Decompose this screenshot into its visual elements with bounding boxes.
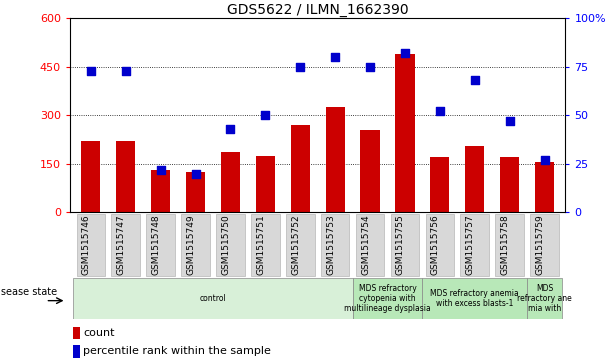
Bar [186, 172, 205, 212]
FancyBboxPatch shape [321, 214, 350, 276]
Point [400, 50, 410, 56]
Text: MDS refractory anemia
with excess blasts-1: MDS refractory anemia with excess blasts… [430, 289, 519, 308]
Bar [353, 278, 423, 319]
Bar [291, 125, 310, 212]
Text: GSM1515756: GSM1515756 [431, 214, 440, 275]
FancyBboxPatch shape [181, 214, 210, 276]
Bar [423, 278, 527, 319]
FancyBboxPatch shape [356, 214, 384, 276]
Text: GSM1515759: GSM1515759 [536, 214, 545, 275]
Point [86, 68, 95, 73]
Text: GSM1515746: GSM1515746 [82, 214, 91, 275]
Text: MDS refractory
cytopenia with
multilineage dysplasia: MDS refractory cytopenia with multilinea… [344, 284, 431, 314]
Text: GSM1515747: GSM1515747 [117, 214, 126, 275]
Text: control: control [199, 294, 226, 303]
Text: GSM1515751: GSM1515751 [257, 214, 265, 275]
Title: GDS5622 / ILMN_1662390: GDS5622 / ILMN_1662390 [227, 3, 409, 17]
Bar [395, 54, 415, 212]
Text: GSM1515754: GSM1515754 [361, 214, 370, 275]
Point [470, 77, 480, 83]
Point [226, 126, 235, 132]
Point [295, 64, 305, 70]
Text: GSM1515748: GSM1515748 [151, 214, 161, 275]
Text: GSM1515749: GSM1515749 [187, 214, 196, 275]
Point [330, 54, 340, 60]
Text: GSM1515755: GSM1515755 [396, 214, 405, 275]
FancyBboxPatch shape [77, 214, 105, 276]
Text: GSM1515750: GSM1515750 [221, 214, 230, 275]
Point [191, 171, 201, 176]
Text: GSM1515758: GSM1515758 [500, 214, 510, 275]
FancyBboxPatch shape [530, 214, 559, 276]
Bar [221, 152, 240, 212]
Bar [535, 162, 554, 212]
Bar [500, 157, 519, 212]
Text: GSM1515753: GSM1515753 [326, 214, 335, 275]
Bar [74, 278, 353, 319]
FancyBboxPatch shape [426, 214, 454, 276]
Text: GSM1515752: GSM1515752 [291, 214, 300, 275]
Point [540, 157, 550, 163]
Point [435, 109, 444, 114]
FancyBboxPatch shape [147, 214, 175, 276]
Bar [73, 327, 80, 339]
FancyBboxPatch shape [390, 214, 420, 276]
FancyBboxPatch shape [286, 214, 314, 276]
Bar [361, 130, 379, 212]
FancyBboxPatch shape [111, 214, 140, 276]
FancyBboxPatch shape [496, 214, 524, 276]
Point [505, 118, 514, 124]
Text: GSM1515757: GSM1515757 [466, 214, 475, 275]
FancyBboxPatch shape [460, 214, 489, 276]
Bar [325, 107, 345, 212]
Bar [430, 157, 449, 212]
Point [365, 64, 375, 70]
Point [121, 68, 131, 73]
Bar [116, 141, 136, 212]
Bar [256, 156, 275, 212]
Bar [151, 170, 170, 212]
Point [260, 113, 270, 118]
Bar [527, 278, 562, 319]
FancyBboxPatch shape [251, 214, 280, 276]
Bar [81, 141, 100, 212]
Text: count: count [83, 328, 115, 338]
Bar [73, 345, 80, 358]
Text: percentile rank within the sample: percentile rank within the sample [83, 346, 271, 356]
Text: disease state: disease state [0, 287, 57, 297]
Point [156, 167, 165, 172]
FancyBboxPatch shape [216, 214, 245, 276]
Text: MDS
refractory ane
mia with: MDS refractory ane mia with [517, 284, 572, 314]
Bar [465, 146, 485, 212]
